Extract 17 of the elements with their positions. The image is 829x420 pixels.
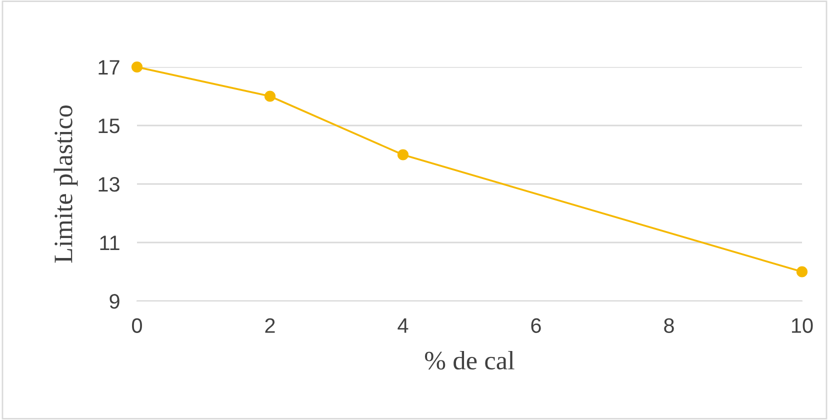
y-axis-title: Limite plastico (54, 105, 78, 263)
x-axis-title: % de cal (424, 350, 514, 370)
point (397, 149, 409, 160)
y-tick-label: 9 (110, 294, 120, 309)
point (796, 266, 808, 278)
x-tick-label: 8 (664, 318, 674, 333)
point (131, 61, 143, 73)
y-tick-label: 13 (98, 177, 120, 192)
x-tick-label: 0 (132, 318, 142, 333)
x-tick-label: 6 (531, 318, 541, 333)
y-tick-label: 17 (98, 60, 120, 75)
x-tick-label: 10 (792, 318, 813, 333)
x-tick-label: 2 (265, 318, 275, 333)
y-tick-label: 11 (100, 236, 120, 250)
point (264, 90, 276, 102)
y-tick-label: 15 (98, 118, 120, 134)
x-tick-label: 4 (398, 318, 408, 333)
